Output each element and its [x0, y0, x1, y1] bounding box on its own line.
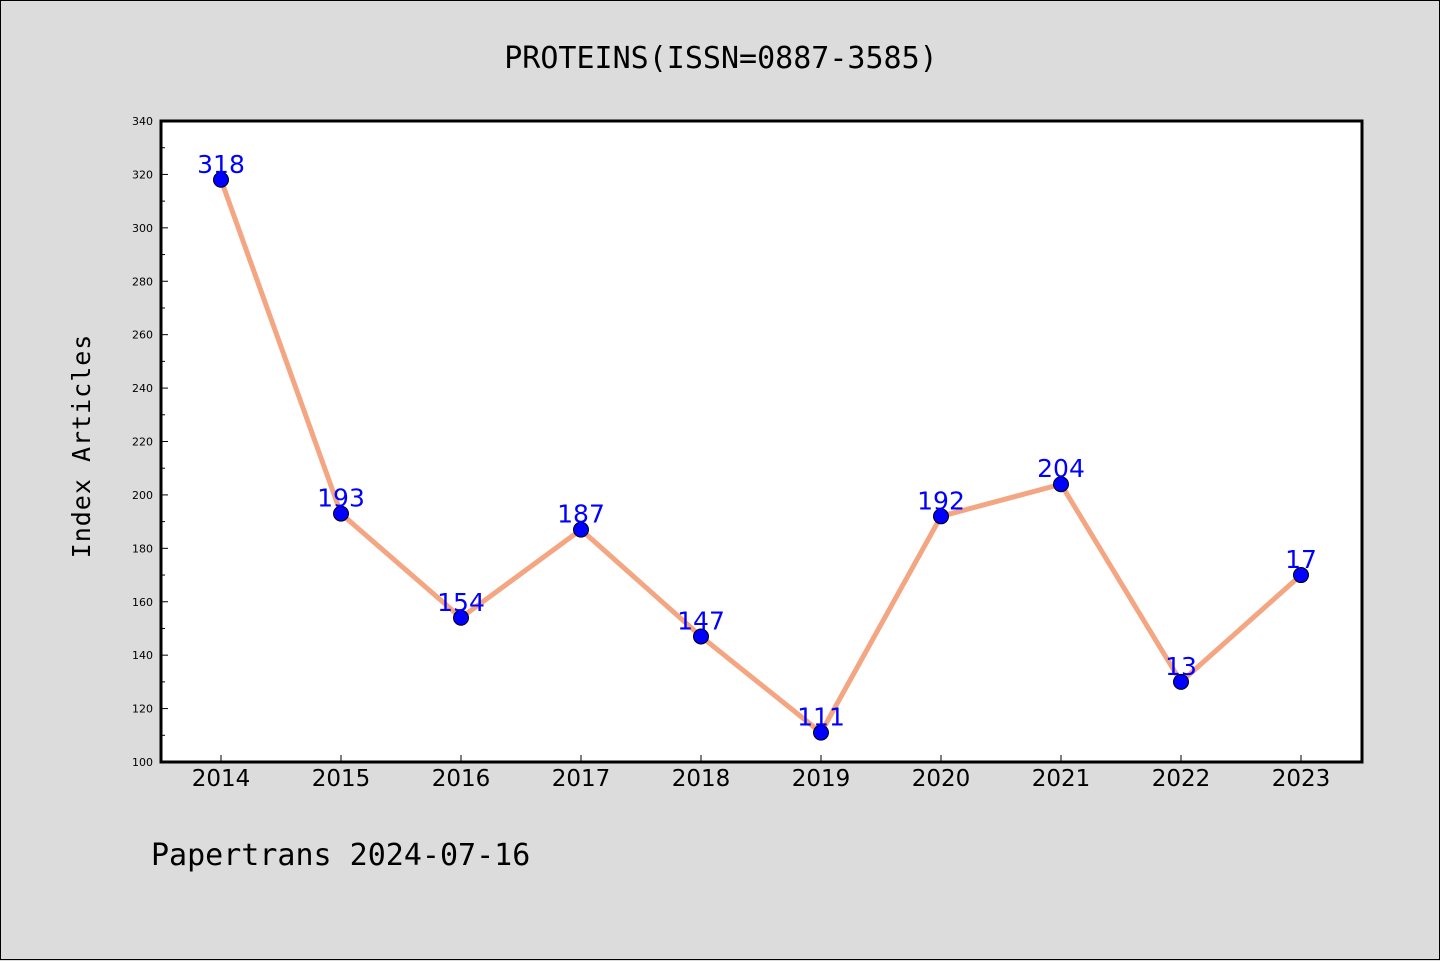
- data-point: [1173, 673, 1189, 690]
- y-tick-label: 260: [132, 329, 153, 342]
- y-tick-label: 300: [132, 222, 153, 235]
- x-tick-label: 2016: [432, 766, 491, 792]
- data-point: [573, 521, 589, 538]
- x-tick-label: 2015: [312, 766, 371, 792]
- series-line: [218, 178, 1303, 736]
- data-label: 318: [197, 150, 245, 179]
- data-point: [1293, 567, 1309, 584]
- y-tick-label: 340: [132, 115, 153, 128]
- x-tick-label: 2020: [912, 766, 971, 792]
- y-tick-label: 280: [132, 275, 153, 288]
- data-label: 187: [557, 500, 605, 529]
- data-point: [1053, 476, 1069, 493]
- data-label: 147: [677, 606, 725, 635]
- x-tick-label: 2018: [672, 766, 731, 792]
- x-tick-label: 2021: [1032, 766, 1091, 792]
- data-label: 154: [437, 588, 485, 617]
- data-label: 13: [1165, 652, 1197, 681]
- y-axis-label: Index Articles: [67, 334, 96, 559]
- x-tick-label: 2019: [792, 766, 851, 792]
- series-line-group: [218, 178, 1303, 736]
- y-tick-label: 240: [132, 382, 153, 395]
- data-label: 193: [317, 484, 365, 513]
- data-label: 204: [1037, 454, 1085, 483]
- x-axis: 2014 2015 2016 2017 2018 2019 2020 2021 2022 2023: [192, 755, 1331, 792]
- data-label: 111: [797, 703, 845, 732]
- data-markers: [213, 171, 1309, 741]
- y-tick-label: 180: [132, 542, 153, 555]
- data-point: [213, 171, 229, 188]
- data-point: [693, 628, 709, 645]
- data-labels: 318 193 154 187 147 111 192 204 13 17: [197, 150, 1317, 732]
- y-tick-label: 220: [132, 436, 153, 449]
- chart-title: PROTEINS(ISSN=0887-3585): [504, 41, 937, 76]
- x-tick-label: 2023: [1272, 766, 1331, 792]
- x-tick-label: 2022: [1152, 766, 1211, 792]
- data-label: 17: [1285, 545, 1317, 574]
- plot-area: [159, 119, 1364, 764]
- data-point: [453, 609, 469, 626]
- x-tick-label: 2017: [552, 766, 611, 792]
- x-tick-label: 2014: [192, 766, 251, 792]
- data-point: [333, 505, 349, 522]
- y-tick-label: 140: [132, 649, 153, 662]
- y-axis: 100 120 140 160 180 200 220 240 260 280 300 320 340: [132, 115, 168, 769]
- data-label: 192: [917, 486, 965, 515]
- data-point: [813, 724, 829, 741]
- y-tick-label: 320: [132, 168, 153, 181]
- data-point: [933, 508, 949, 525]
- y-tick-label: 200: [132, 489, 153, 502]
- y-tick-label: 100: [132, 756, 153, 769]
- y-tick-label: 160: [132, 596, 153, 609]
- footer-watermark: Papertrans 2024-07-16: [151, 838, 530, 873]
- y-tick-label: 120: [132, 703, 153, 716]
